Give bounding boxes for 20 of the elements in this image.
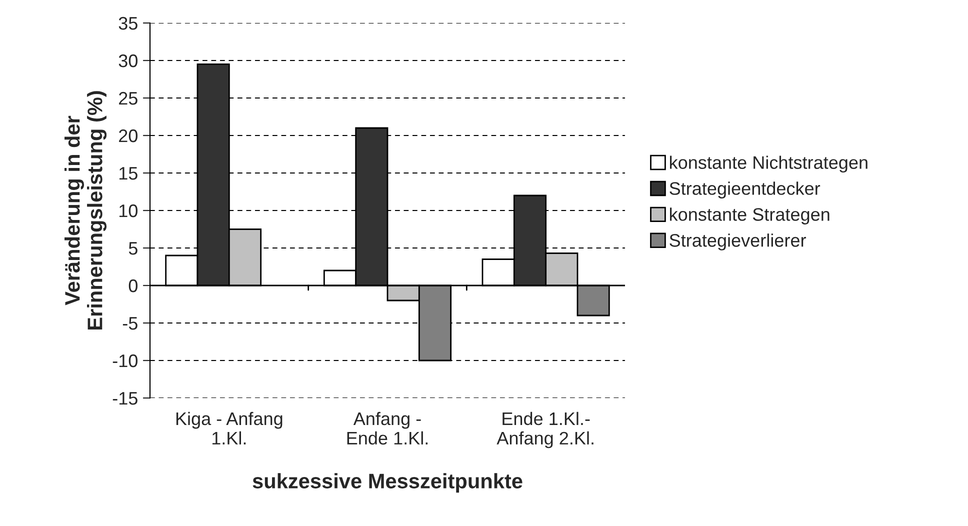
y-tick-label: 35 bbox=[118, 16, 138, 30]
x-tick-label: Ende 1.Kl.- Anfang 2.Kl. bbox=[496, 412, 594, 448]
x-tick-label: Anfang - Ende 1.Kl. bbox=[347, 412, 428, 445]
y-axis-title: Veränderung in der Erinnerungsleistung (%) bbox=[64, 91, 107, 330]
legend-label: konstante Nichtstrategen bbox=[670, 156, 868, 173]
y-tick-label: 20 bbox=[119, 129, 138, 142]
y-tick-label: -15 bbox=[112, 392, 138, 405]
y-tick-label: 5 bbox=[128, 242, 138, 255]
legend-label: Strategieentdecker bbox=[670, 182, 820, 198]
legend-label: Strategieverlierer bbox=[670, 234, 806, 250]
legend-label: konstante Strategen bbox=[670, 208, 830, 224]
y-tick-label: 15 bbox=[119, 167, 138, 180]
x-tick-label: Kiga - Anfang 1.Kl. bbox=[176, 412, 282, 444]
y-tick-label: 30 bbox=[118, 54, 138, 68]
x-axis-title: sukzessive Messzeitpunkte bbox=[252, 473, 522, 493]
y-tick-label: -10 bbox=[112, 354, 138, 368]
y-tick-label: 25 bbox=[119, 92, 138, 105]
y-tick-label: 0 bbox=[128, 279, 138, 292]
y-tick-label: 10 bbox=[119, 204, 138, 218]
y-tick-label: -5 bbox=[122, 317, 138, 330]
